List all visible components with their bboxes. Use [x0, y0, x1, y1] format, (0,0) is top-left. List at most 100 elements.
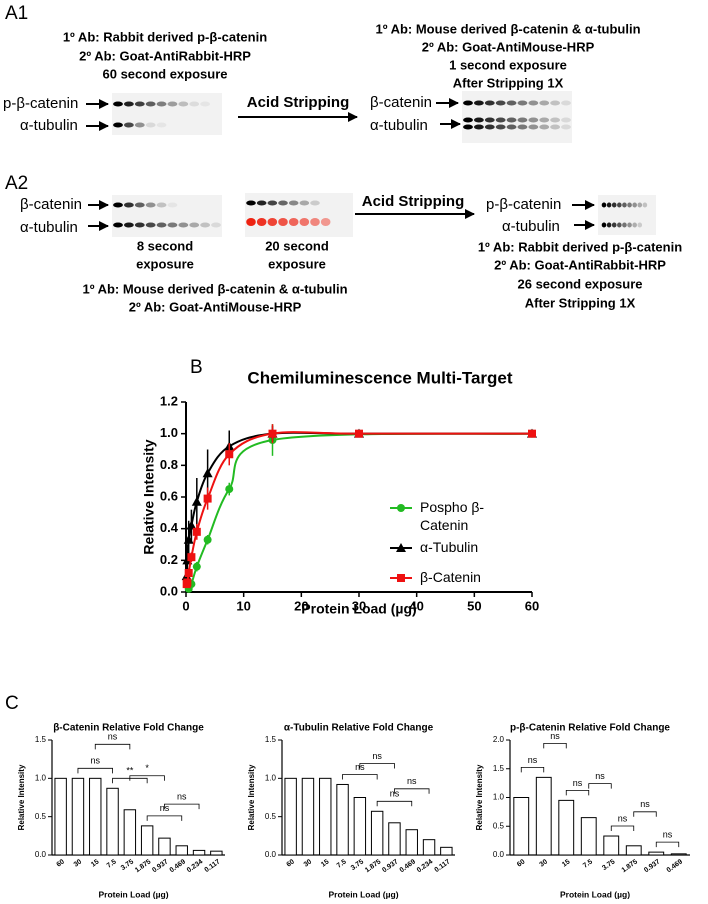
point [203, 535, 212, 544]
band [627, 202, 632, 208]
bar [370, 810, 384, 856]
x-tick-label: 50 [467, 598, 481, 613]
band [561, 117, 571, 123]
band [156, 202, 167, 208]
band [211, 222, 221, 228]
band [246, 218, 256, 226]
band [495, 124, 506, 130]
x-axis-label: Protein Load (µg) [301, 601, 416, 617]
band [601, 222, 607, 228]
x-tick-label: 0.234 [186, 858, 204, 874]
band [617, 202, 622, 208]
x-tick-label: 0.117 [433, 858, 451, 874]
band [601, 202, 607, 208]
band [256, 218, 267, 226]
y-tick-label: 0.4 [160, 520, 179, 535]
legend-entry: α-Tubulin [420, 539, 478, 555]
band [320, 218, 331, 226]
point [191, 496, 202, 506]
band [246, 200, 256, 206]
caption: 2º Ab: Goat-AntiMouse-HRP [422, 39, 595, 54]
x-tick-label: 3.75 [350, 858, 365, 872]
significance-label: ns [663, 830, 673, 840]
bar [175, 845, 188, 856]
significance-label: ns [618, 813, 628, 823]
band [528, 117, 539, 123]
band [517, 124, 528, 130]
band [145, 101, 156, 107]
band [288, 200, 299, 206]
caption: 2º Ab: Goat-AntiRabbit-HRP [79, 48, 251, 63]
y-tick-label: 1.5 [265, 735, 277, 744]
bar [353, 797, 367, 856]
band [550, 124, 561, 130]
band [473, 117, 484, 123]
band [539, 100, 550, 106]
band [611, 222, 617, 228]
band [178, 222, 189, 228]
band [178, 101, 189, 107]
bar [301, 777, 315, 856]
band [622, 222, 627, 228]
band [310, 200, 320, 206]
chart-title: α-Tubulin Relative Fold Change [284, 723, 434, 734]
band [123, 101, 134, 107]
band [550, 100, 561, 106]
band [561, 124, 571, 130]
blot [112, 93, 222, 135]
point [225, 450, 234, 459]
caption: After Stripping 1X [525, 295, 636, 310]
bracket [543, 742, 567, 749]
band [113, 101, 123, 107]
bar [319, 777, 332, 856]
x-tick-label: 0.469 [666, 858, 684, 874]
band [550, 117, 561, 123]
bar [580, 817, 597, 856]
significance-label: ns [407, 776, 417, 786]
band [310, 218, 320, 226]
y-tick-label: 0.2 [160, 552, 178, 567]
bracket [94, 743, 131, 750]
bar [625, 845, 642, 856]
band [278, 200, 288, 206]
bar [388, 822, 401, 856]
band [528, 124, 539, 130]
x-tick-label: 15 [90, 858, 100, 868]
band [156, 222, 167, 228]
x-tick-label: 15 [561, 858, 571, 868]
point [225, 485, 234, 494]
bar [123, 809, 137, 856]
band [145, 122, 156, 128]
point [268, 429, 277, 438]
y-tick-label: 1.0 [265, 773, 277, 782]
point [183, 534, 194, 544]
x-tick-label: 20 [294, 598, 308, 613]
blot [598, 195, 656, 235]
blot-label: p-β-catenin [486, 196, 561, 213]
x-tick-label: 15 [320, 858, 330, 868]
arrow-label: Acid Stripping [362, 193, 465, 210]
band [123, 202, 134, 208]
caption: 60 second exposure [103, 66, 228, 81]
y-tick-label: 1.0 [493, 793, 505, 802]
bracket [588, 783, 612, 789]
bracket [520, 766, 545, 773]
x-tick-label: 10 [236, 598, 250, 613]
x-tick-label: 0.117 [203, 858, 221, 874]
significance-label: ns [372, 751, 382, 761]
panel-label: B [190, 357, 203, 378]
band [189, 101, 200, 107]
caption: exposure [268, 256, 326, 271]
bracket [633, 811, 657, 817]
chart-title: Chemiluminescence Multi-Target [247, 368, 512, 387]
bar [535, 776, 552, 856]
point [184, 569, 193, 577]
blot-layer [112, 91, 656, 237]
bracket [146, 815, 183, 821]
y-tick-label: 0.5 [493, 821, 505, 830]
bar [192, 849, 206, 856]
bracket [394, 788, 430, 794]
band [134, 122, 145, 128]
band [299, 218, 310, 226]
band [517, 100, 528, 106]
